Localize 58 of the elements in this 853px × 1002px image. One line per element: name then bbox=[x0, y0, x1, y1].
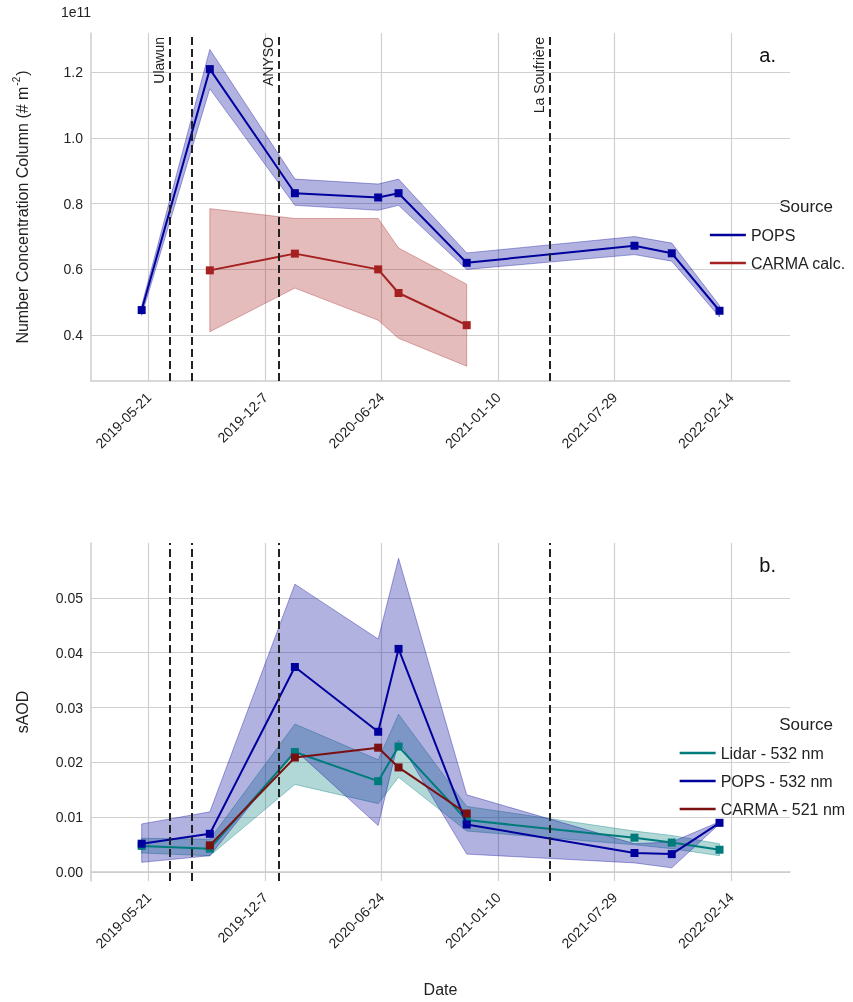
y-tick-label: 0.04 bbox=[55, 644, 84, 661]
point bbox=[462, 321, 471, 330]
annotation: a. bbox=[759, 44, 777, 66]
point bbox=[290, 249, 299, 258]
legend-title: Source bbox=[779, 715, 834, 734]
y-tick-label: 0.00 bbox=[55, 864, 84, 881]
y-tick-label: 0.01 bbox=[55, 809, 84, 826]
y-tick-label: 0.8 bbox=[63, 195, 84, 212]
legend-label: Lidar - 532 nm bbox=[720, 744, 824, 762]
legend-label: POPS bbox=[750, 226, 796, 244]
point bbox=[205, 829, 214, 838]
point bbox=[205, 65, 214, 74]
point bbox=[462, 820, 471, 829]
legend-title: Source bbox=[779, 197, 834, 216]
point bbox=[462, 809, 471, 818]
point bbox=[374, 777, 383, 786]
x-axis-title: Date bbox=[423, 980, 458, 998]
y-tick-label: 0.05 bbox=[55, 589, 84, 606]
point bbox=[394, 742, 403, 751]
point bbox=[374, 743, 383, 752]
point bbox=[374, 727, 383, 736]
point bbox=[715, 818, 724, 827]
point bbox=[137, 306, 146, 315]
y-axis-title: sAOD bbox=[13, 690, 31, 734]
point bbox=[462, 258, 471, 267]
point bbox=[630, 241, 639, 250]
ref-line-label: La Soufrière bbox=[531, 36, 548, 114]
ref-line-label: Ulawun bbox=[151, 37, 168, 84]
y-tick-label: 0.02 bbox=[55, 754, 84, 771]
text: 1e11 bbox=[61, 4, 92, 20]
annotation: b. bbox=[759, 554, 777, 576]
point bbox=[715, 845, 724, 854]
point bbox=[630, 833, 639, 842]
y-tick-label: 0.6 bbox=[63, 261, 84, 278]
legend-label: CARMA - 521 nm bbox=[720, 800, 846, 818]
point bbox=[290, 189, 299, 198]
point bbox=[394, 763, 403, 772]
y-tick-label: 0.4 bbox=[63, 327, 84, 344]
y-tick-label: 0.03 bbox=[55, 699, 84, 716]
y-tick-label: 1.2 bbox=[63, 64, 84, 81]
y-axis-title: Number Concentration Column (# m-2) bbox=[10, 70, 31, 344]
point bbox=[290, 663, 299, 672]
point bbox=[667, 249, 676, 258]
y-tick-label: 1.0 bbox=[63, 130, 84, 147]
point bbox=[394, 644, 403, 653]
point bbox=[374, 193, 383, 202]
point bbox=[630, 849, 639, 858]
point bbox=[394, 189, 403, 198]
legend-label: POPS - 532 nm bbox=[720, 772, 833, 790]
point bbox=[205, 266, 214, 275]
point bbox=[374, 265, 383, 274]
legend-label: CARMA calc. bbox=[750, 254, 846, 272]
point bbox=[290, 753, 299, 762]
ref-line-label: ANYSO bbox=[259, 36, 276, 87]
point bbox=[667, 850, 676, 859]
point bbox=[394, 289, 403, 298]
point bbox=[667, 838, 676, 847]
point bbox=[715, 306, 724, 315]
